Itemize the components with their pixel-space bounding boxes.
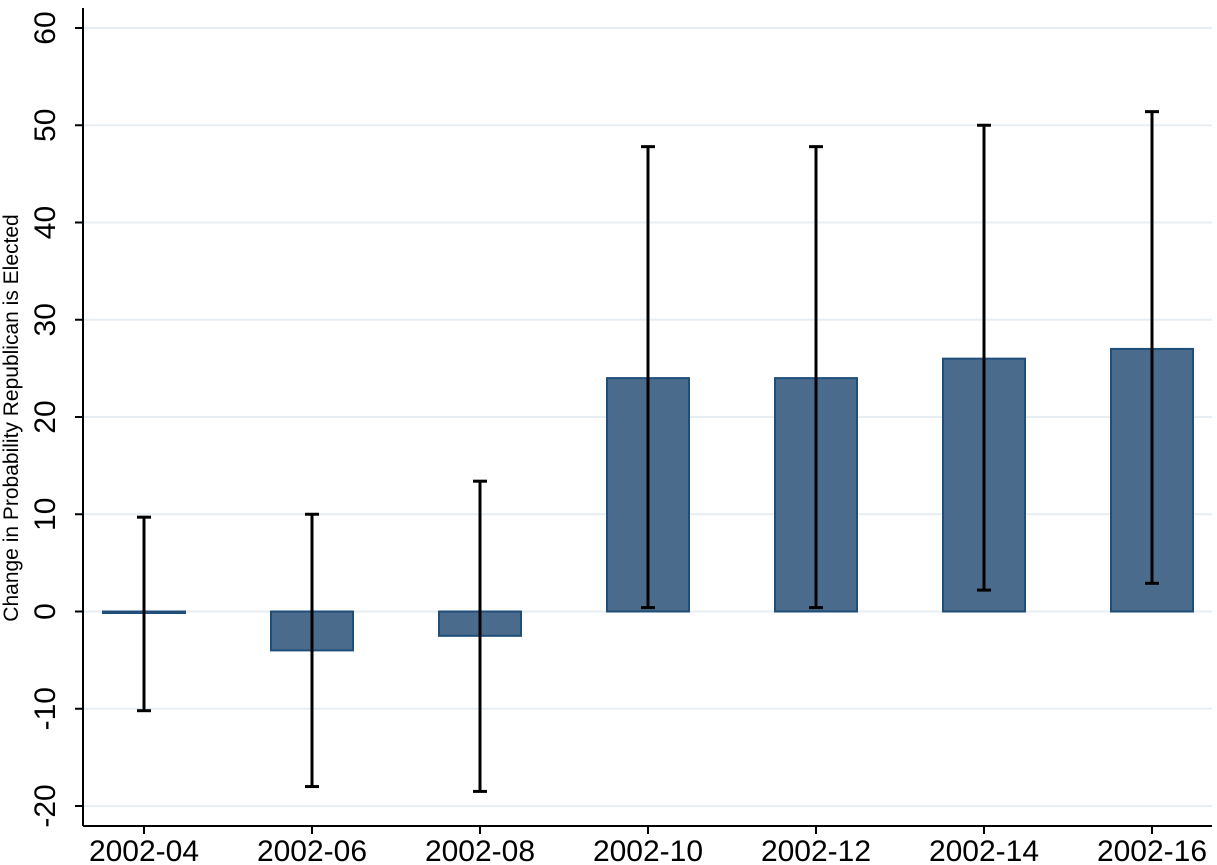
- error-bars: [137, 110, 1159, 793]
- x-tick-label: 2002-10: [593, 835, 703, 865]
- error-bar-2002-12: [809, 145, 823, 610]
- y-tick-label: -10: [29, 687, 62, 730]
- y-tick-label: 10: [29, 498, 62, 531]
- x-tick-label: 2002-08: [425, 835, 535, 865]
- y-axis-title: Change in Probability Republican is Elec…: [0, 214, 23, 621]
- y-tick-label: 50: [29, 109, 62, 142]
- error-bar-2002-06: [305, 512, 319, 789]
- x-tick-label: 2002-06: [257, 835, 367, 865]
- y-tick-label: 40: [29, 206, 62, 239]
- error-bar-2002-04: [137, 515, 151, 713]
- y-tick-label: -20: [29, 784, 62, 827]
- y-tick-label: 20: [29, 400, 62, 433]
- x-tick-label: 2002-16: [1097, 835, 1207, 865]
- error-bar-2002-14: [977, 123, 991, 592]
- y-tick-label: 60: [29, 11, 62, 44]
- y-tick-labels: -20 -10 0 10 20 30 40 50 60: [29, 11, 83, 828]
- x-tick-label: 2002-04: [89, 835, 199, 865]
- y-tick-label: 30: [29, 303, 62, 336]
- y-tick-label: 0: [29, 603, 62, 620]
- x-tick-label: 2002-12: [761, 835, 871, 865]
- x-tick-labels: 2002-04 2002-06 2002-08 2002-10 2002-12 2002-…: [89, 826, 1207, 865]
- error-bar-2002-10: [641, 145, 655, 610]
- error-bar-2002-08: [473, 479, 487, 793]
- x-tick-label: 2002-14: [929, 835, 1039, 865]
- error-bar-2002-16: [1145, 110, 1159, 585]
